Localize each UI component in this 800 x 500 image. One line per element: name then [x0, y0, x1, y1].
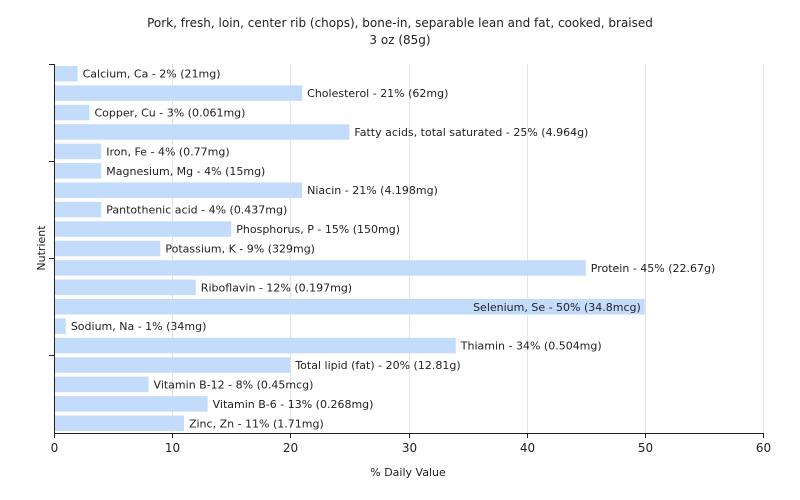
bar-label: Riboflavin - 12% (0.197mg) — [201, 281, 352, 294]
bar — [55, 357, 291, 373]
bar — [55, 85, 303, 101]
x-tick-label: 40 — [520, 441, 535, 455]
x-tick-label: 30 — [402, 441, 417, 455]
x-tick-label: 10 — [165, 441, 180, 455]
bar — [55, 143, 102, 160]
bar — [55, 337, 456, 354]
bar-label: Calcium, Ca - 2% (21mg) — [83, 68, 221, 81]
chart-subtitle: 3 oz (85g) — [369, 33, 430, 47]
bar — [55, 104, 90, 121]
bar-label: Protein - 45% (22.67g) — [591, 262, 716, 275]
bar-label: Cholesterol - 21% (62mg) — [307, 87, 448, 100]
bar — [55, 182, 303, 199]
y-axis-title: Nutrient — [35, 225, 48, 271]
bar — [55, 201, 102, 218]
bar-label: Phosphorus, P - 15% (150mg) — [236, 223, 400, 236]
bar — [55, 376, 149, 393]
bar-label: Pantothenic acid - 4% (0.437mg) — [106, 204, 287, 217]
bar-label: Fatty acids, total saturated - 25% (4.96… — [354, 126, 588, 139]
axes: 0 10 20 30 40 50 60 — [49, 64, 771, 455]
bar-label: Copper, Cu - 3% (0.061mg) — [94, 107, 245, 120]
bar — [55, 298, 645, 315]
bar-label: Magnesium, Mg - 4% (15mg) — [106, 165, 265, 178]
bar — [55, 65, 78, 82]
x-axis-title: % Daily Value — [370, 466, 446, 479]
bar-label: Sodium, Na - 1% (34mg) — [71, 320, 207, 333]
bar — [55, 260, 586, 276]
bar — [55, 318, 66, 334]
chart-title: Pork, fresh, loin, center rib (chops), b… — [147, 16, 653, 30]
bar — [55, 240, 161, 257]
x-tick-label: 60 — [756, 441, 771, 455]
bar — [55, 124, 350, 140]
bar — [55, 415, 184, 432]
x-tick-label: 20 — [283, 441, 298, 455]
bar-label: Vitamin B-6 - 13% (0.268mg) — [213, 398, 374, 411]
bar-label: Thiamin - 34% (0.504mg) — [460, 340, 602, 353]
bar — [55, 163, 102, 179]
bar-label: Iron, Fe - 4% (0.77mg) — [106, 145, 229, 158]
bar-label: Zinc, Zn - 11% (1.71mg) — [189, 417, 324, 430]
bar — [55, 279, 196, 296]
x-tick-label: 50 — [638, 441, 653, 455]
bar-label: Potassium, K - 9% (329mg) — [165, 243, 315, 256]
x-tick-label: 0 — [51, 441, 59, 455]
bar-label: Total lipid (fat) - 20% (12.81g) — [294, 359, 460, 372]
bar — [55, 396, 208, 412]
bar-label: Niacin - 21% (4.198mg) — [307, 184, 438, 197]
bar-label: Vitamin B-12 - 8% (0.45mcg) — [154, 378, 314, 391]
bar-label: Selenium, Se - 50% (34.8mcg) — [473, 301, 641, 314]
bars: Calcium, Ca - 2% (21mg) Cholesterol - 21%… — [55, 65, 716, 432]
bar — [55, 221, 232, 237]
